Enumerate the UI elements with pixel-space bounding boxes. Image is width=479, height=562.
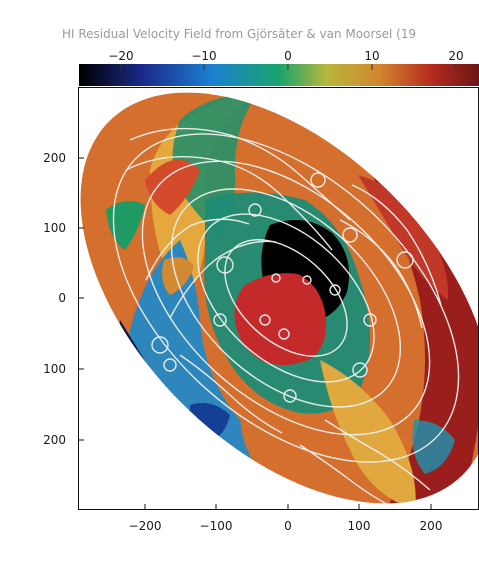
colorbar-tick-label: −20 (108, 49, 133, 63)
figure-title: HI Residual Velocity Field from Gjörsäte… (62, 27, 417, 41)
colorbar-tick-label: −10 (191, 49, 216, 63)
x-tick-label: −200 (129, 519, 162, 533)
y-tick-label: 100 (43, 362, 66, 376)
x-tick-label: 200 (420, 519, 443, 533)
x-tick-label: 100 (348, 519, 371, 533)
colorbar-tick-label: 20 (448, 49, 463, 63)
x-tick-label: −100 (200, 519, 233, 533)
x-tick-label: 0 (284, 519, 292, 533)
colorbar-tick-label: 0 (284, 49, 292, 63)
y-tick-label: 200 (43, 151, 66, 165)
colorbar: −20 −10 0 10 20 (79, 49, 479, 86)
x-axis-ticks (144, 504, 432, 510)
colorbar-tick-label: 10 (364, 49, 379, 63)
y-axis: 200 100 0 100 200 (43, 151, 84, 447)
y-tick-label: 200 (43, 433, 66, 447)
x-axis: −200 −100 0 100 200 (129, 504, 443, 533)
y-tick-label: 0 (58, 291, 66, 305)
colorbar-tick-labels: −20 −10 0 10 20 (108, 49, 463, 63)
y-axis-ticks (78, 157, 84, 441)
colorbar-ticks (120, 64, 457, 70)
y-tick-label: 100 (43, 221, 66, 235)
